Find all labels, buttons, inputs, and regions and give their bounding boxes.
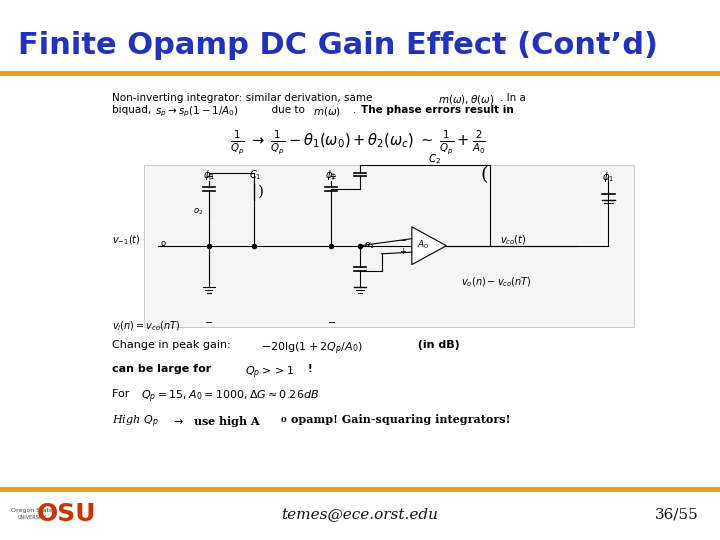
Text: Finite Opamp DC Gain Effect (Cont’d): Finite Opamp DC Gain Effect (Cont’d) <box>18 31 658 60</box>
Text: $-20\lg(1+2Q_p/A_0)$: $-20\lg(1+2Q_p/A_0)$ <box>261 340 362 356</box>
Text: . In a: . In a <box>500 93 526 103</box>
Text: !: ! <box>300 364 312 375</box>
Text: $+$: $+$ <box>400 246 408 256</box>
Text: +: + <box>205 172 214 182</box>
Text: $s_p \rightarrow s_p(1-1/A_0)$: $s_p \rightarrow s_p(1-1/A_0)$ <box>155 105 239 119</box>
Text: $m(\omega), \theta(\omega)$: $m(\omega), \theta(\omega)$ <box>438 93 494 106</box>
Text: $\phi_1$: $\phi_1$ <box>603 170 614 184</box>
Text: due to: due to <box>265 105 311 115</box>
Text: $o_2$: $o_2$ <box>193 206 203 217</box>
Text: $Q_p = 15, A_0 = 1000, \Delta G \approx 0.26 dB$: $Q_p = 15, A_0 = 1000, \Delta G \approx … <box>141 389 319 405</box>
Text: (: ( <box>480 166 487 184</box>
Text: $C_2$: $C_2$ <box>428 152 441 166</box>
Text: biquad,: biquad, <box>112 105 158 115</box>
Polygon shape <box>412 227 446 265</box>
Text: .: . <box>353 105 359 115</box>
Text: $v_i(n) = v_{co}(nT)$: $v_i(n) = v_{co}(nT)$ <box>112 320 180 333</box>
Text: $-$: $-$ <box>204 316 213 326</box>
Text: The phase errors result in: The phase errors result in <box>361 105 514 115</box>
Text: $v_{-1}(t)$: $v_{-1}(t)$ <box>112 233 140 247</box>
Text: Change in peak gain:: Change in peak gain: <box>112 340 238 350</box>
Text: +: + <box>328 172 336 182</box>
Text: $Q_p >> 1$: $Q_p >> 1$ <box>245 364 294 381</box>
Text: ): ) <box>258 185 264 199</box>
Text: $A_0$: $A_0$ <box>416 238 429 251</box>
Text: (in dB): (in dB) <box>410 340 460 350</box>
Text: UNIVERSITY: UNIVERSITY <box>18 515 47 520</box>
Text: opamp! Gain-squaring integrators!: opamp! Gain-squaring integrators! <box>287 414 510 424</box>
Text: $v_o(n) - v_{co}(nT)$: $v_o(n) - v_{co}(nT)$ <box>461 275 531 289</box>
Text: $\phi_1$: $\phi_1$ <box>203 168 215 183</box>
Text: $\rightarrow$  use high A: $\rightarrow$ use high A <box>164 414 261 429</box>
Text: $-$: $-$ <box>327 316 336 326</box>
Text: o: o <box>160 239 166 248</box>
Text: High $Q_p$: High $Q_p$ <box>112 414 158 430</box>
Text: Non-inverting integrator: similar derivation, same: Non-inverting integrator: similar deriva… <box>112 93 375 103</box>
Text: temes@ece.orst.edu: temes@ece.orst.edu <box>282 507 438 521</box>
Text: $-$: $-$ <box>400 234 408 243</box>
Bar <box>144 165 634 327</box>
Text: For: For <box>112 389 136 399</box>
Text: $C_1$: $C_1$ <box>249 168 262 183</box>
Text: $\frac{1}{Q_p} \;\rightarrow\; \frac{1}{Q_p} - \theta_1(\omega_0) + \theta_2(\om: $\frac{1}{Q_p} \;\rightarrow\; \frac{1}{… <box>230 129 486 156</box>
Text: 0: 0 <box>281 416 287 424</box>
Text: can be large for: can be large for <box>112 364 219 375</box>
Text: OSU: OSU <box>37 502 96 526</box>
Text: Oregon State: Oregon State <box>12 508 53 513</box>
Text: $v_{co}(t)$: $v_{co}(t)$ <box>500 233 527 247</box>
Text: $\alpha_1$: $\alpha_1$ <box>364 240 375 251</box>
Text: $m(\omega)$: $m(\omega)$ <box>313 105 341 118</box>
Text: 36/55: 36/55 <box>654 507 698 521</box>
Text: $\phi_2$: $\phi_2$ <box>325 168 337 183</box>
